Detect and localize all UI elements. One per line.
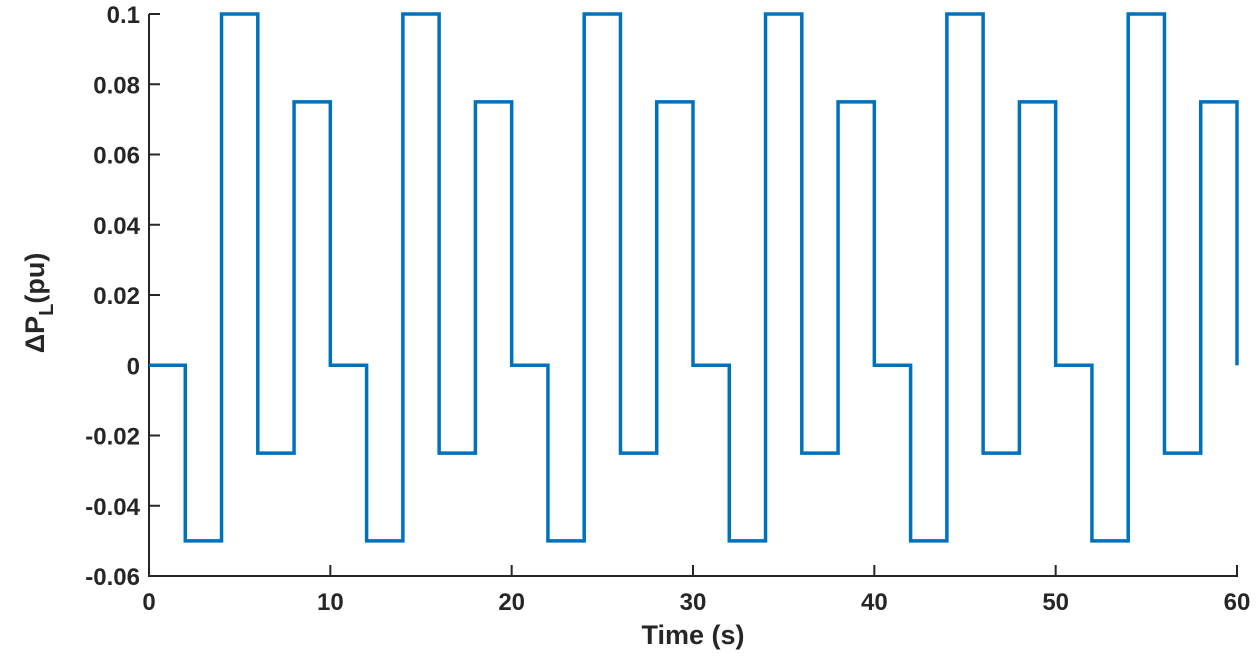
y-tick-label: -0.06 xyxy=(85,564,140,591)
y-tick-label: 0.04 xyxy=(93,213,140,240)
y-tick-label: 0.08 xyxy=(93,72,140,99)
y-axis-label-unit: (pu) xyxy=(20,253,50,304)
y-tick-label: 0.1 xyxy=(107,2,140,29)
y-axis-label-subscript: L xyxy=(36,304,58,316)
x-axis-label: Time (s) xyxy=(641,620,744,650)
x-tick-label: 20 xyxy=(498,589,525,616)
y-tick-label: -0.02 xyxy=(85,424,140,451)
y-axis-label: ΔPL(pu) xyxy=(20,253,58,354)
y-axis-label-main: ΔP xyxy=(20,316,50,353)
y-ticks: -0.06 -0.04 -0.02 0 0.02 0.04 0.06 0.08 0.1 xyxy=(85,2,160,591)
series-layer xyxy=(149,12,1239,543)
x-tick-label: 60 xyxy=(1224,589,1251,616)
x-ticks: 0 10 20 30 40 50 60 xyxy=(142,565,1250,616)
x-tick-label: 10 xyxy=(317,589,344,616)
x-tick-label: 0 xyxy=(142,589,155,616)
x-tick-label: 50 xyxy=(1042,589,1069,616)
y-tick-label: 0.02 xyxy=(93,283,140,310)
y-tick-label: -0.04 xyxy=(85,494,140,521)
x-tick-label: 40 xyxy=(861,589,888,616)
x-tick-label: 30 xyxy=(680,589,707,616)
y-tick-label: 0 xyxy=(127,353,140,380)
y-tick-label: 0.06 xyxy=(93,143,140,170)
series-line xyxy=(149,12,1239,543)
